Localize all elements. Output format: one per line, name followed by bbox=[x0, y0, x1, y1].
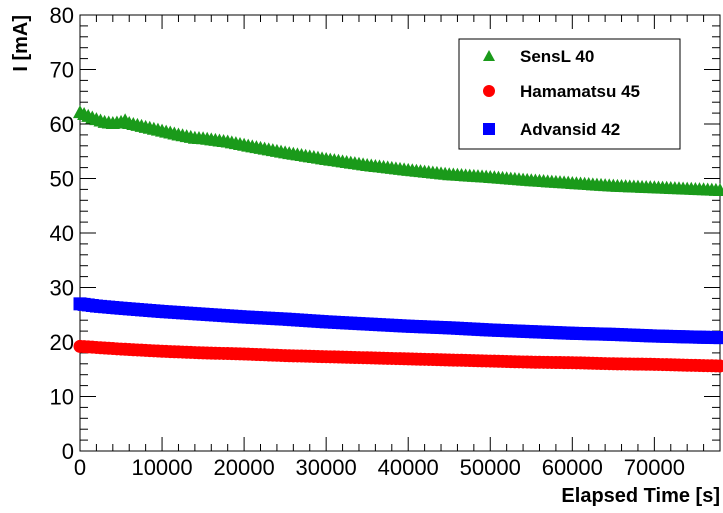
data-point bbox=[713, 331, 723, 345]
y-tick-label: 60 bbox=[50, 112, 74, 137]
series-hamamatsu-45 bbox=[73, 339, 723, 373]
x-tick-labels: 0 10000 20000 30000 40000 50000 60000 70000 bbox=[74, 455, 685, 480]
x-tick-label: 40000 bbox=[378, 455, 439, 480]
legend-marker-advansid bbox=[483, 123, 495, 135]
y-tick-label: 80 bbox=[50, 3, 74, 28]
y-tick-labels: 0 10 20 30 40 50 60 70 80 bbox=[50, 3, 74, 464]
y-tick-label: 20 bbox=[50, 330, 74, 355]
x-tick-label: 10000 bbox=[131, 455, 192, 480]
data-point bbox=[713, 183, 723, 197]
legend-marker-sensl bbox=[483, 50, 495, 61]
x-tick-label: 70000 bbox=[624, 455, 685, 480]
y-tick-label: 70 bbox=[50, 58, 74, 83]
legend-label-sensl: SensL 40 bbox=[520, 47, 594, 66]
y-axis-title: I [mA] bbox=[10, 15, 32, 72]
y-tick-label: 30 bbox=[50, 276, 74, 301]
data-series bbox=[73, 105, 723, 373]
y-tick-label: 50 bbox=[50, 167, 74, 192]
y-tick-label: 0 bbox=[62, 439, 74, 464]
series-sensl-40 bbox=[73, 105, 723, 197]
x-tick-label: 30000 bbox=[296, 455, 357, 480]
legend-label-hamamatsu: Hamamatsu 45 bbox=[520, 82, 640, 101]
legend-marker-hamamatsu bbox=[483, 85, 495, 97]
legend-box bbox=[458, 38, 681, 150]
x-tick-label: 50000 bbox=[460, 455, 521, 480]
x-tick-label: 60000 bbox=[542, 455, 603, 480]
y-tick-label: 10 bbox=[50, 385, 74, 410]
legend-label-advansid: Advansid 42 bbox=[520, 120, 620, 139]
legend: SensL 40 Hamamatsu 45 Advansid 42 bbox=[458, 38, 681, 150]
data-point bbox=[713, 359, 723, 373]
series-advansid-42 bbox=[73, 297, 723, 345]
y-tick-label: 40 bbox=[50, 221, 74, 246]
x-tick-label: 20000 bbox=[214, 455, 275, 480]
x-tick-label: 0 bbox=[74, 455, 86, 480]
x-axis-title: Elapsed Time [s] bbox=[561, 485, 720, 507]
